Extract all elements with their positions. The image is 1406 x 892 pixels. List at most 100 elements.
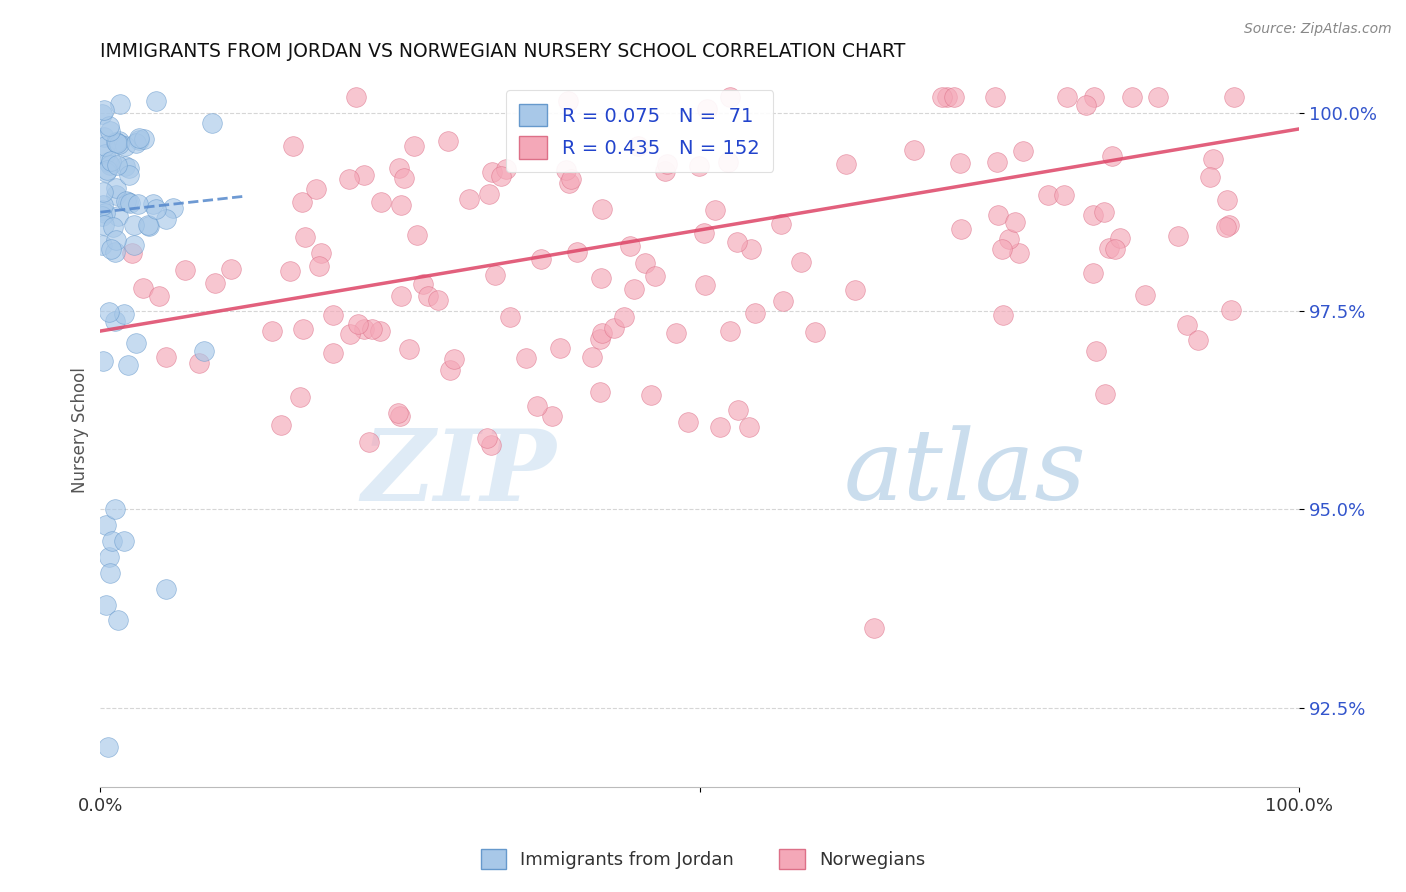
Point (998, 232, 1021, 246)
Point (353, 322, 375, 336)
Point (657, 157, 679, 171)
Point (262, 324, 284, 338)
Point (744, 306, 766, 320)
Point (627, 139, 650, 153)
Point (104, 244, 127, 259)
Point (654, 164, 676, 178)
Point (1012, 144, 1035, 158)
Point (718, 324, 741, 338)
Point (359, 434, 381, 449)
Point (93, 218, 115, 232)
Point (101, 220, 124, 235)
Point (201, 115, 224, 129)
Point (96, 598, 118, 612)
Point (125, 336, 148, 351)
Point (105, 158, 128, 172)
Point (950, 221, 973, 235)
Point (96, 518, 118, 533)
Point (634, 256, 657, 270)
Point (557, 95, 579, 109)
Point (107, 209, 129, 223)
Point (97, 154, 120, 169)
Point (1053, 188, 1076, 202)
Point (90, 209, 112, 223)
Point (174, 263, 197, 277)
Point (118, 168, 141, 182)
Point (987, 208, 1010, 222)
Point (115, 194, 138, 209)
Point (437, 134, 460, 148)
Point (725, 235, 748, 249)
Point (862, 621, 884, 635)
Legend: R = 0.075   N =  71, R = 0.435   N = 152: R = 0.075 N = 71, R = 0.435 N = 152 (506, 90, 773, 172)
Point (388, 161, 411, 175)
Point (309, 246, 332, 260)
Point (1074, 98, 1097, 112)
Point (1167, 229, 1189, 244)
Point (1101, 149, 1123, 163)
Point (991, 308, 1014, 322)
Point (122, 218, 145, 232)
Point (96, 162, 118, 177)
Point (112, 306, 135, 320)
Point (107, 613, 129, 627)
Y-axis label: Nursery School: Nursery School (72, 368, 89, 493)
Point (308, 259, 330, 273)
Point (398, 342, 420, 356)
Point (478, 186, 501, 201)
Point (1218, 219, 1240, 233)
Point (693, 277, 716, 292)
Point (136, 219, 159, 233)
Point (370, 324, 392, 338)
Point (704, 203, 727, 218)
Point (499, 310, 522, 325)
Point (387, 406, 409, 420)
Point (91, 354, 114, 368)
Point (193, 343, 215, 358)
Point (394, 170, 416, 185)
Point (294, 230, 316, 244)
Point (110, 97, 132, 112)
Point (588, 384, 610, 399)
Point (1081, 208, 1104, 222)
Point (484, 268, 506, 282)
Point (90, 202, 112, 217)
Point (155, 212, 177, 227)
Point (1147, 90, 1170, 104)
Point (104, 502, 127, 516)
Point (412, 277, 434, 292)
Point (640, 388, 662, 402)
Point (1004, 215, 1026, 229)
Point (145, 94, 167, 108)
Point (353, 168, 375, 182)
Point (322, 346, 344, 360)
Point (103, 314, 125, 328)
Point (1216, 193, 1239, 207)
Point (105, 181, 128, 195)
Text: Source: ZipAtlas.com: Source: ZipAtlas.com (1244, 22, 1392, 37)
Point (1092, 204, 1115, 219)
Point (1083, 90, 1105, 104)
Point (132, 132, 155, 146)
Point (557, 176, 579, 190)
Point (100, 153, 122, 168)
Point (1135, 287, 1157, 301)
Point (344, 90, 367, 104)
Point (346, 317, 368, 331)
Point (591, 271, 613, 285)
Point (540, 409, 562, 424)
Point (292, 322, 315, 336)
Point (844, 283, 866, 297)
Point (93, 206, 115, 220)
Point (1220, 303, 1243, 318)
Point (204, 277, 226, 291)
Point (145, 202, 167, 217)
Point (138, 219, 160, 233)
Point (769, 217, 792, 231)
Point (1036, 187, 1059, 202)
Point (481, 165, 503, 179)
Point (125, 136, 148, 150)
Point (991, 242, 1014, 256)
Point (100, 242, 122, 256)
Point (405, 228, 427, 243)
